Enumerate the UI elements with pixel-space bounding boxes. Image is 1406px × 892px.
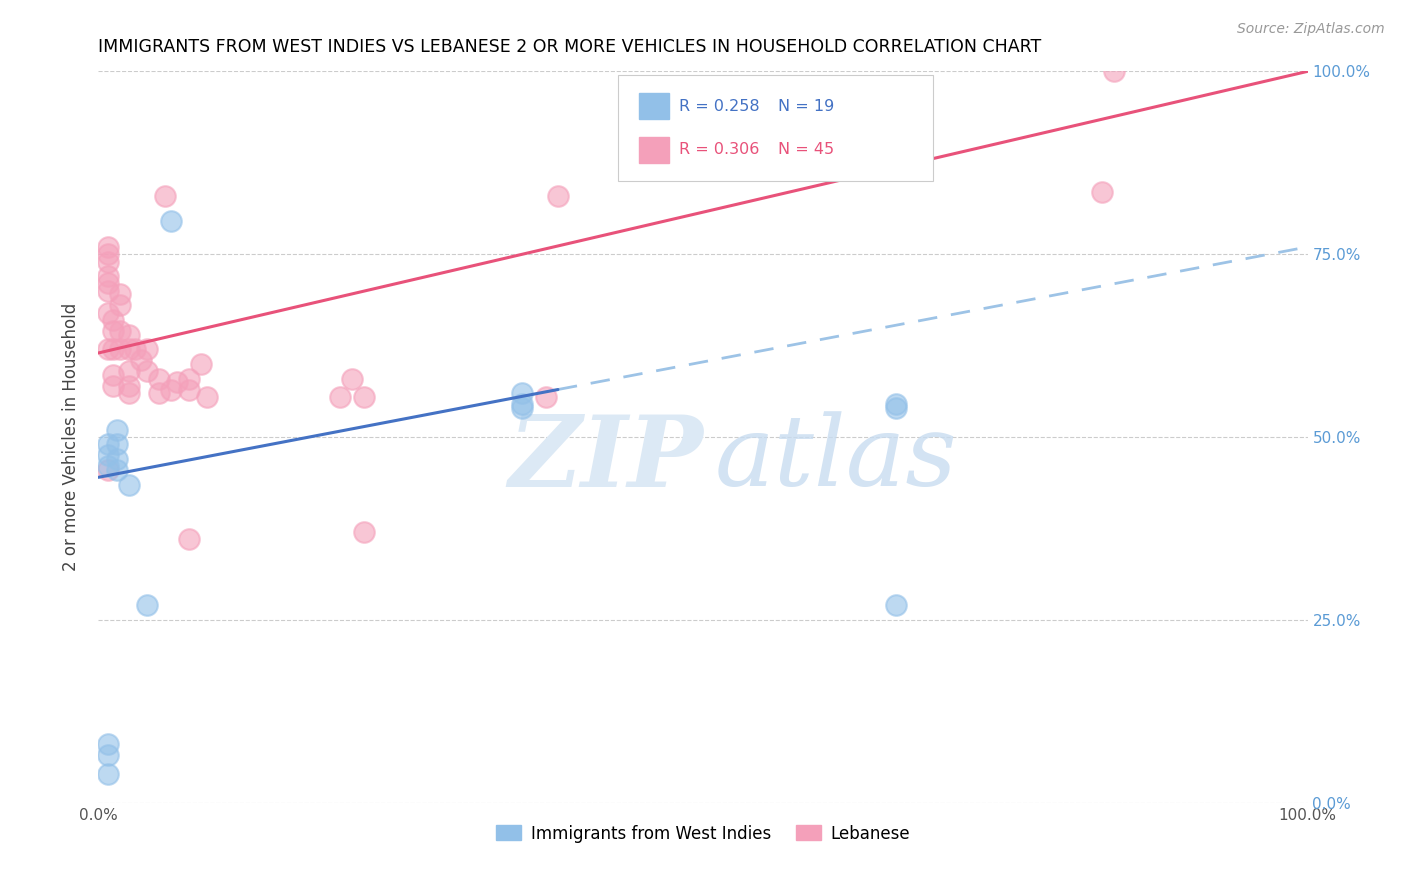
Point [108, 298, 131, 312]
Point [135, 343, 157, 357]
Legend: Immigrants from West Indies, Lebanese: Immigrants from West Indies, Lebanese [489, 818, 917, 849]
Point [118, 327, 141, 342]
Point [108, 343, 131, 357]
Point [101, 379, 124, 393]
Point [105, 437, 128, 451]
Text: Source: ZipAtlas.com: Source: ZipAtlas.com [1237, 22, 1385, 37]
Point [105, 463, 128, 477]
Point [97, 463, 120, 477]
Point [124, 343, 146, 357]
Point [179, 383, 201, 397]
Point [153, 188, 176, 202]
Point [97, 437, 120, 451]
Point [1102, 64, 1125, 78]
Point [129, 353, 152, 368]
Point [118, 379, 141, 393]
Point [534, 390, 557, 404]
Text: IMMIGRANTS FROM WEST INDIES VS LEBANESE 2 OR MORE VEHICLES IN HOUSEHOLD CORRELAT: IMMIGRANTS FROM WEST INDIES VS LEBANESE … [98, 38, 1042, 56]
Point [135, 599, 157, 613]
Text: R = 0.258: R = 0.258 [679, 99, 759, 114]
Point [510, 401, 533, 415]
Text: atlas: atlas [716, 411, 957, 507]
Point [97, 737, 120, 751]
Point [510, 386, 533, 401]
Y-axis label: 2 or more Vehicles in Household: 2 or more Vehicles in Household [62, 303, 80, 571]
FancyBboxPatch shape [619, 75, 932, 181]
Point [510, 397, 533, 411]
Bar [638, 136, 669, 163]
Point [101, 324, 124, 338]
Point [148, 386, 170, 401]
Bar [638, 93, 669, 120]
Point [179, 371, 201, 385]
Point [547, 188, 569, 202]
Point [195, 390, 218, 404]
Point [97, 277, 120, 291]
Point [353, 390, 375, 404]
Point [179, 533, 201, 547]
Point [108, 324, 131, 338]
Point [118, 477, 141, 491]
Point [118, 364, 141, 378]
Point [148, 371, 170, 385]
Point [160, 383, 183, 397]
Point [118, 343, 141, 357]
Point [135, 364, 157, 378]
Point [97, 269, 120, 284]
Text: N = 45: N = 45 [778, 142, 834, 157]
Point [108, 287, 131, 301]
Point [101, 343, 124, 357]
Point [886, 401, 908, 415]
Point [97, 343, 120, 357]
Point [886, 397, 908, 411]
Text: ZIP: ZIP [508, 411, 703, 508]
Point [97, 748, 120, 763]
Point [1091, 185, 1114, 199]
Point [97, 247, 120, 261]
Point [97, 240, 120, 254]
Point [97, 306, 120, 320]
Point [886, 599, 908, 613]
Point [97, 459, 120, 474]
Point [97, 284, 120, 298]
Text: N = 19: N = 19 [778, 99, 834, 114]
Point [97, 254, 120, 268]
Point [342, 371, 364, 385]
Point [105, 452, 128, 467]
Point [353, 525, 375, 540]
Point [97, 448, 120, 462]
Point [118, 386, 141, 401]
Point [101, 368, 124, 382]
Point [190, 357, 212, 371]
Point [105, 423, 128, 437]
Text: R = 0.306: R = 0.306 [679, 142, 759, 157]
Point [97, 766, 120, 780]
Point [101, 313, 124, 327]
Point [166, 376, 188, 390]
Point [160, 214, 183, 228]
Point [329, 390, 352, 404]
